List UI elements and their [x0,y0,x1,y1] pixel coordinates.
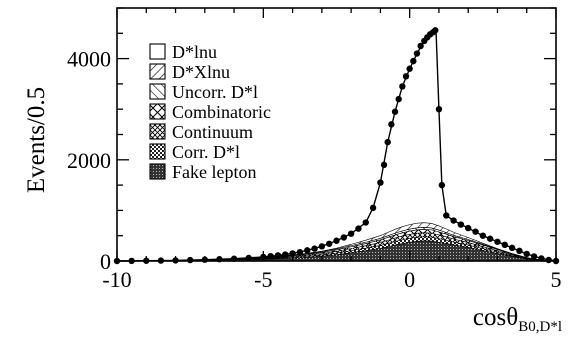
legend-label: Fake lepton [172,162,256,182]
data-point [186,256,194,264]
legend-label: D*lnu [172,42,217,62]
data-point [406,65,413,72]
legend-item-corr-d-l: Corr. D*l [149,142,240,162]
y-tick-label: 2000 [67,148,111,173]
legend-item-d-lnu: D*lnu [149,42,217,62]
legend-item-uncorr-d-l: Uncorr. D*l [149,82,258,102]
legend-item-d-xlnu: D*Xlnu [149,62,230,82]
data-point [450,217,457,224]
data-point [388,121,395,128]
data-point [311,245,318,252]
data-point [325,240,333,247]
data-point [435,106,443,113]
legend-swatch [149,63,166,80]
legend-item-combinatoric: Combinatoric [149,102,271,122]
data-point [369,204,377,212]
data-point [417,42,424,50]
data-point [432,27,439,34]
data-point [384,138,391,146]
data-point [523,250,530,258]
legend-item-fake-lepton: Fake lepton [149,162,256,182]
data-point [530,253,538,260]
legend-swatch [149,123,166,140]
data-point [340,234,348,241]
legend-swatch [149,103,166,120]
legend-swatch [149,43,166,60]
y-tick-label: 4000 [67,47,111,72]
data-point [377,179,384,186]
x-tick-label: -5 [254,267,272,292]
data-point [274,252,282,259]
data-point [457,221,465,228]
data-point [355,225,362,232]
legend-swatch [149,163,166,180]
legend-label: Corr. D*l [172,142,240,162]
x-tick-label: 5 [551,267,562,292]
data-point [516,247,523,255]
data-point [438,181,446,189]
data-points [113,27,560,265]
data-point [472,228,479,235]
data-point [413,50,421,57]
data-point [486,235,494,242]
data-point [508,244,516,252]
data-point [318,243,326,250]
legend-label: Uncorr. D*l [172,82,258,102]
legend-swatch [149,83,166,100]
y-axis-label: Events/0.5 [23,87,50,193]
axes: -10 -5 0 5 0 2000 4000 [67,7,562,292]
data-point [289,250,296,257]
x-tick-label: -10 [102,267,131,292]
data-point [347,230,355,237]
data-point [282,251,289,258]
data-point [395,95,402,103]
data-point [479,232,487,239]
data-point [494,238,501,245]
data-point [296,248,304,256]
data-point [538,255,545,262]
data-point [304,247,311,254]
data-point [362,219,369,226]
legend-swatch [149,143,166,160]
data-point [443,212,450,219]
y-tick-label: 0 [100,249,111,274]
legend-label: Continuum [172,122,253,142]
data-point [267,252,274,260]
data-point [501,241,508,249]
data-point [465,224,472,232]
data-point [333,237,340,244]
legend-item-continuum: Continuum [149,122,253,142]
data-point [391,108,399,115]
data-point [399,83,406,90]
legend-label: D*Xlnu [172,62,230,82]
legend-label: Combinatoric [172,102,271,122]
data-point [380,161,388,169]
data-point [545,256,552,264]
data-point [245,254,252,262]
x-axis-label: cosθB0,D*l [473,304,562,335]
data-point [402,73,410,80]
data-point [410,57,417,65]
x-tick-label: 0 [404,267,415,292]
